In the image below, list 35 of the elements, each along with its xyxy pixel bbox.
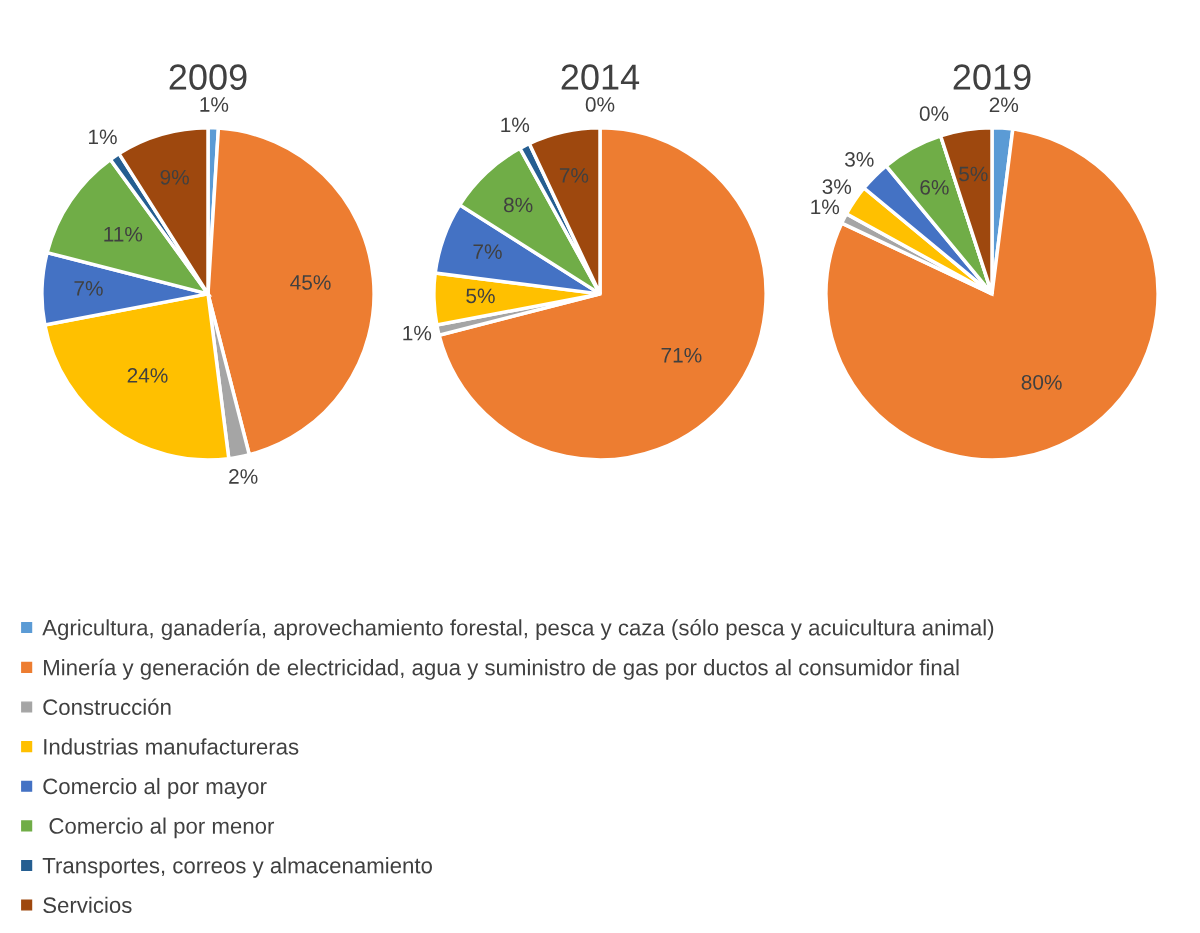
chart-title: 2009	[169, 64, 247, 90]
chart-title: 2014	[561, 64, 640, 90]
text: 0%	[919, 106, 949, 121]
legend-label: Agricultura, ganadería, aprovechamiento forestal, pesca y caza (sólo pesca y acuicultura animal)	[42, 618, 994, 640]
data-label: 7%	[74, 281, 103, 296]
chart-title: 2019	[953, 64, 1031, 90]
data-label: 9%	[160, 169, 189, 185]
data-label: 24%	[127, 368, 168, 383]
data-label: 2%	[989, 97, 1019, 113]
data-label: 7%	[473, 244, 502, 259]
legend-label: Comercio al por mayor	[43, 777, 267, 799]
data-label: 3%	[845, 152, 874, 167]
data-label: 2%	[229, 469, 258, 484]
data-label: 45%	[290, 275, 331, 290]
data-label: 3%	[822, 179, 852, 194]
data-label: 71%	[661, 347, 702, 363]
data-label: 5%	[959, 166, 988, 182]
data-label: 11%	[104, 226, 143, 242]
legend-label: Comercio al por menor	[49, 817, 275, 839]
data-label: 1%	[811, 199, 840, 215]
data-label: 1%	[200, 97, 229, 112]
data-label: 7%	[559, 168, 589, 183]
data-label: 1%	[501, 117, 530, 133]
data-label: 80%	[1021, 374, 1062, 390]
legend-label: Minería y generación de electricidad, agua y suministro de gas por ductos al consumidor final	[44, 658, 959, 680]
data-label: 6%	[920, 179, 949, 195]
data-label: 1%	[89, 129, 117, 145]
data-label: 5%	[466, 288, 495, 304]
data-label: 8%	[503, 197, 533, 213]
legend-label: Industrias manufactureras	[44, 738, 299, 755]
legend-label: Transportes, correos y almacenamiento	[42, 857, 432, 878]
legend-label: Servicios	[43, 896, 132, 914]
data-label: 1%	[403, 325, 432, 341]
text: 0%	[585, 97, 615, 112]
legend-label: Construcción	[43, 698, 171, 716]
